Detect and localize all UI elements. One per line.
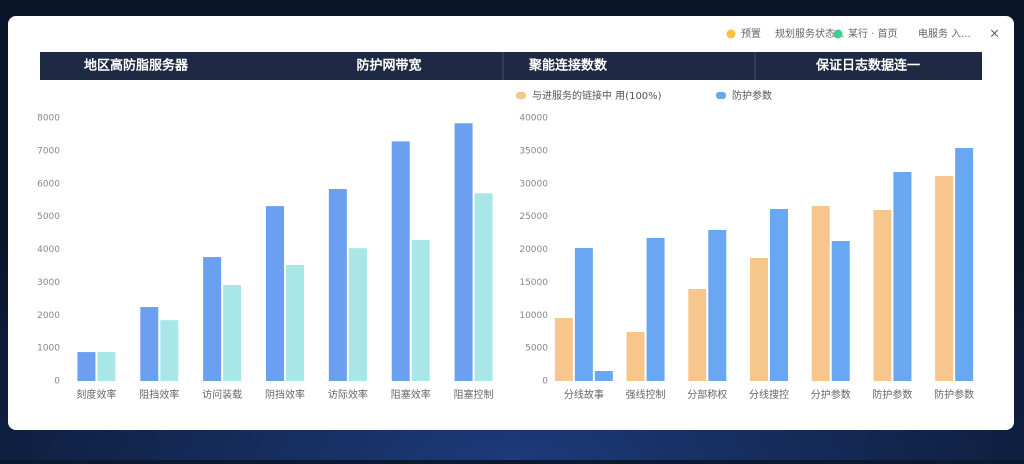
bar (935, 175, 954, 381)
x-tick-label: 强线控制 (626, 388, 666, 401)
bar (203, 257, 222, 381)
header-label: 防护网带宽 (356, 58, 421, 74)
bar (391, 141, 410, 381)
bar (831, 241, 850, 381)
y-tick-label: 25000 (519, 212, 548, 222)
header-label: 聚能连接数数 (528, 58, 608, 74)
x-tick-label: 访际效率 (328, 388, 368, 401)
bar (77, 352, 96, 381)
x-tick-label: 防护参数 (872, 388, 912, 401)
y-tick-label: 15000 (519, 278, 548, 288)
bar (160, 320, 179, 381)
y-tick-label: 7000 (37, 146, 60, 156)
bar (594, 371, 613, 381)
toolbar-item[interactable]: 规划服务状态... (775, 27, 845, 40)
bar (474, 193, 493, 381)
bar (286, 264, 304, 381)
bar (554, 318, 573, 381)
x-tick-label: 防护参数 (934, 388, 974, 401)
x-tick-label: 刻度效率 (76, 388, 116, 401)
bar (411, 239, 430, 381)
y-tick-label: 5000 (37, 212, 60, 222)
y-tick-label: 20000 (519, 245, 548, 255)
bar (873, 209, 892, 381)
y-tick-label: 0 (542, 377, 548, 387)
bar (223, 285, 242, 381)
legend-label: 防护参数 (732, 89, 772, 102)
header-bar (40, 52, 982, 80)
x-tick-label: 分部称权 (687, 388, 727, 401)
x-tick-label: 阻挡效率 (139, 388, 179, 401)
close-button[interactable]: × (989, 27, 1000, 42)
x-tick-label: 分护参数 (811, 388, 851, 401)
y-tick-label: 40000 (519, 114, 548, 124)
bar (811, 205, 830, 381)
bar (97, 352, 116, 381)
status-dot (833, 29, 843, 39)
bar (626, 332, 645, 381)
bar (955, 147, 974, 381)
bar (140, 307, 159, 381)
toolbar-item[interactable]: 某行 · 首页 (848, 27, 898, 40)
header-label: 地区高防脂服务器 (84, 58, 189, 74)
bar (708, 229, 727, 381)
y-tick-label: 0 (54, 377, 60, 387)
x-tick-label: 阻塞控制 (454, 388, 494, 401)
header-label: 保证日志数据连一 (815, 58, 920, 74)
y-tick-label: 3000 (37, 278, 60, 288)
bar (688, 289, 707, 381)
y-tick-label: 35000 (519, 146, 548, 156)
status-dot (726, 29, 736, 39)
y-tick-label: 5000 (525, 344, 548, 354)
toolbar-item[interactable]: 预置 (741, 28, 761, 40)
bar (454, 123, 473, 381)
legend-swatch (716, 92, 726, 99)
y-tick-label: 8000 (37, 114, 60, 124)
bar (646, 237, 665, 381)
legend-swatch (516, 92, 526, 99)
x-tick-label: 阻塞效率 (391, 388, 431, 401)
toolbar-item[interactable]: 电服务 入... (918, 27, 971, 40)
bar (266, 206, 284, 381)
x-tick-label: 分线搜控 (749, 388, 789, 401)
y-tick-label: 2000 (37, 311, 60, 321)
legend-label: 与进服务的链接中 用(100%) (532, 89, 662, 102)
bar (348, 248, 367, 381)
y-tick-label: 10000 (519, 311, 548, 321)
x-tick-label: 访问装载 (202, 388, 242, 401)
y-tick-label: 6000 (37, 179, 60, 189)
y-tick-label: 30000 (519, 179, 548, 189)
bar (893, 171, 912, 381)
x-tick-label: 分线故事 (564, 388, 604, 401)
bar (750, 257, 768, 381)
bar (328, 189, 347, 381)
bar (770, 208, 788, 381)
x-tick-label: 阴挡效率 (265, 388, 305, 401)
y-tick-label: 1000 (37, 344, 60, 354)
y-tick-label: 4000 (37, 245, 60, 255)
bar (574, 247, 593, 381)
